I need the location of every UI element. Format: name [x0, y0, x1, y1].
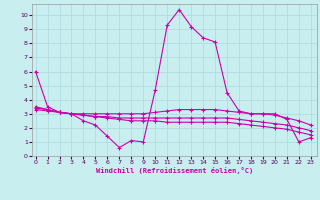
X-axis label: Windchill (Refroidissement éolien,°C): Windchill (Refroidissement éolien,°C) — [96, 167, 253, 174]
